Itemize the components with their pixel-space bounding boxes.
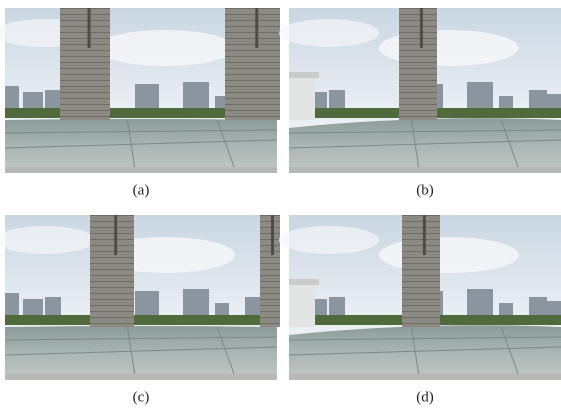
caption: (b) [416,182,434,198]
white-building [289,283,315,327]
tower-slit [88,8,91,48]
cloud [95,30,235,66]
plaza [5,119,277,173]
plaza-edge [289,374,561,380]
plaza [5,326,277,380]
tower-slit [271,215,274,255]
tower-slit [423,215,426,255]
white-building [289,76,315,120]
tower [260,215,280,327]
caption: (c) [133,389,150,405]
plaza [289,118,561,173]
caption: (a) [133,182,150,198]
tower [60,8,110,120]
plaza-edge [5,374,277,380]
caption: (d) [416,389,434,405]
tower [399,8,437,120]
white-roof [289,72,319,78]
plaza [289,325,561,380]
plaza-edge [5,167,277,173]
cloud [279,19,379,47]
cloud [379,237,519,273]
photo [0,215,280,380]
figure: (a) (b) (c) (d) [0,0,561,410]
tower [225,8,280,120]
white-roof [289,279,319,285]
tower-slit [114,215,117,255]
cloud [279,226,379,254]
tower [402,215,440,327]
tower-slit [420,8,423,48]
tower-slit [255,8,258,48]
plaza-edge [289,167,561,173]
photo [0,8,280,173]
photo [279,8,561,173]
photo [279,215,561,380]
tower [90,215,134,327]
trees [5,315,277,325]
